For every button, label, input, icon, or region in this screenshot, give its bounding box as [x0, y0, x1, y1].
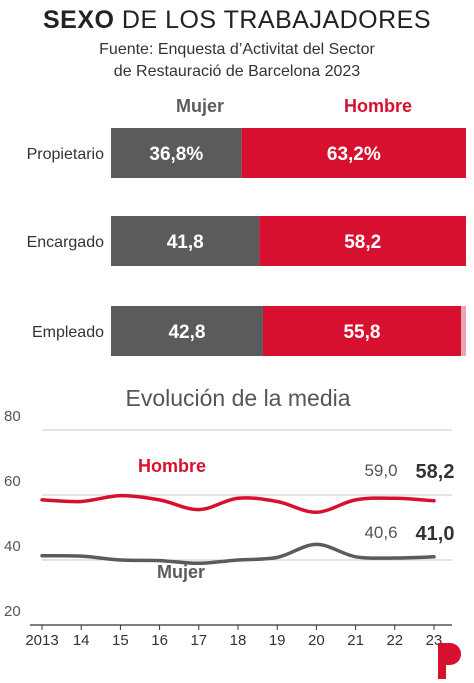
bar-label-hombre: 58,2 — [344, 232, 381, 253]
end-label-mujer-last: 41,0 — [416, 523, 455, 545]
bar-label-mujer: 36,8% — [149, 144, 203, 165]
source-line-2: de Restauració de Barcelona 2023 — [113, 63, 361, 80]
title-rest: DE LOS TRABAJADORES — [114, 6, 432, 34]
x-tick-label: 19 — [269, 632, 286, 649]
bar-hombre — [262, 306, 462, 356]
x-tick-label: 20 — [308, 632, 325, 649]
x-tick-label: 21 — [347, 632, 364, 649]
y-tick-label: 60 — [4, 473, 21, 490]
chart-title: SEXO DE LOS TRABAJADORES — [0, 6, 474, 35]
x-tick-label: 2013 — [25, 632, 58, 649]
bar-remainder — [461, 306, 466, 356]
y-tick-label: 20 — [4, 603, 21, 620]
bar-mujer — [111, 306, 263, 356]
category-label: Empleado — [32, 324, 104, 341]
brand-logo-icon — [438, 643, 461, 679]
bar-label-hombre: 55,8 — [343, 322, 380, 343]
category-label: Propietario — [27, 146, 104, 163]
x-tick-label: 17 — [190, 632, 207, 649]
bar-hombre — [259, 216, 466, 266]
bar-label-hombre: 63,2% — [327, 144, 381, 165]
line-mujer — [40, 542, 436, 566]
end-label-hombre-prev: 59,0 — [364, 461, 397, 480]
y-tick-label: 80 — [4, 408, 21, 425]
bar-label-mujer: 41,8 — [167, 232, 204, 253]
x-tick-label: 14 — [73, 632, 90, 649]
series-label-mujer: Mujer — [157, 562, 205, 582]
series-label-hombre: Hombre — [138, 456, 206, 476]
category-label: Encargado — [27, 234, 104, 251]
x-tick-label: 22 — [386, 632, 403, 649]
bar-mujer — [111, 128, 242, 178]
bar-mujer — [111, 216, 260, 266]
x-tick-label: 16 — [151, 632, 168, 649]
x-tick-label: 18 — [230, 632, 247, 649]
end-label-hombre-last: 58,2 — [416, 461, 455, 483]
title-bold: SEXO — [42, 6, 115, 34]
bar-label-mujer: 42,8 — [168, 322, 205, 343]
legend-hombre: Hombre — [344, 96, 412, 116]
x-tick-label: 15 — [112, 632, 129, 649]
line-chart-title: Evolución de la media — [125, 385, 350, 411]
bar-hombre — [241, 128, 466, 178]
end-label-mujer-prev: 40,6 — [364, 523, 397, 542]
y-tick-label: 40 — [4, 538, 21, 555]
source-line-1: Fuente: Enquesta d’Activitat del Sector — [99, 41, 375, 58]
line-hombre — [40, 493, 436, 514]
legend-mujer: Mujer — [176, 96, 224, 116]
